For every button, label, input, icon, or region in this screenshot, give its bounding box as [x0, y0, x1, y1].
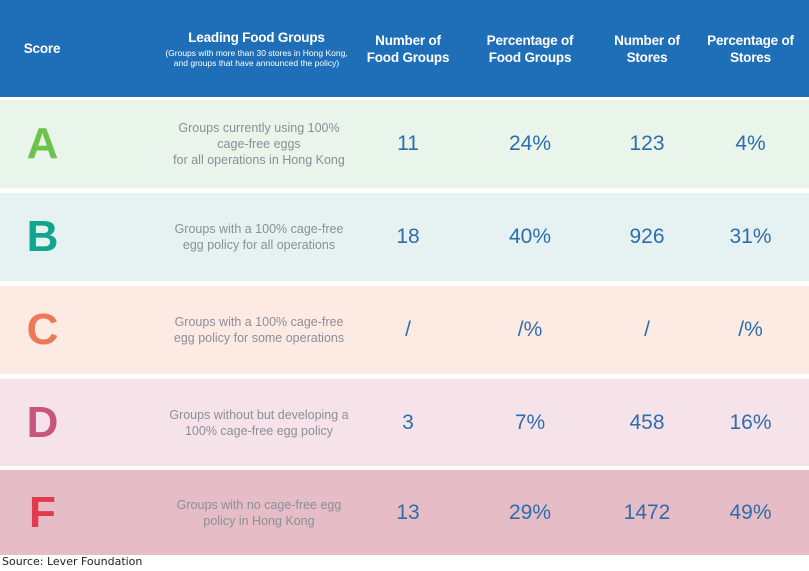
group-description: Groups with no cage-free egg policy in Ho…: [104, 470, 414, 555]
description-line: policy in Hong Kong: [203, 513, 315, 528]
num-stores-value: 123: [629, 132, 665, 155]
description-line: for all operations in Hong Kong: [173, 153, 345, 167]
group-description: Groups with a 100% cage-free egg policy f…: [104, 193, 414, 281]
num-stores-value: 926: [629, 225, 665, 248]
pct-stores-value: 16%: [729, 410, 772, 434]
table-header: Score Leading Food Groups (Groups with m…: [0, 0, 809, 97]
table-row: C Groups with a 100% cage-free egg policy …: [0, 286, 809, 374]
source-note: Source: Lever Foundation: [2, 555, 143, 568]
pct-stores-value: 4%: [735, 132, 766, 155]
table-row: F Groups with no cage-free egg policy in H…: [0, 470, 809, 555]
header-percentage-of-food-groups: Percentage of Food Groups: [486, 32, 574, 65]
pct-groups-value: /%: [517, 318, 543, 341]
description-line: Groups currently using 100%: [178, 121, 340, 135]
header-number-of-stores: Number of Stores: [614, 32, 680, 65]
pct-groups-value: 7%: [514, 410, 546, 434]
description-line: egg policy for all operations: [182, 238, 336, 252]
header-score: Score: [23, 41, 61, 56]
pct-stores-value: 49%: [729, 500, 772, 524]
description-line: Groups with a 100% cage-free: [174, 315, 344, 329]
num-groups-value: 13: [396, 500, 420, 524]
table-row: B Groups with a 100% cage-free egg policy …: [0, 193, 809, 281]
header-number-of-food-groups: Number of Food Groups: [366, 32, 450, 65]
score-letter: D: [26, 397, 59, 447]
description-line: 100% cage-free egg policy: [184, 423, 333, 438]
header-percentage-of-stores: Percentage of Stores: [707, 32, 794, 65]
num-groups-value: 18: [396, 225, 420, 248]
pct-groups-value: 29%: [508, 500, 552, 524]
score-letter: B: [26, 212, 59, 261]
num-stores-value: 1472: [623, 500, 671, 524]
num-groups-value: /: [405, 318, 411, 341]
pct-groups-value: 24%: [508, 132, 552, 155]
group-description: Groups with a 100% cage-free egg policy f…: [104, 286, 414, 374]
group-description: Groups without but developing a 100% cage…: [104, 379, 414, 466]
description-line: cage-free eggs: [217, 137, 301, 151]
description-line: Groups without but developing a: [169, 407, 349, 422]
group-description: Groups currently using 100% cage-free egg…: [104, 100, 414, 188]
table-row: A Groups currently using 100% cage-free eg…: [0, 100, 809, 188]
description-line: egg policy for some operations: [173, 331, 345, 345]
pct-groups-value: 40%: [508, 225, 552, 248]
num-groups-value: 3: [402, 410, 414, 434]
description-line: Groups with no cage-free egg: [176, 497, 342, 512]
score-letter: C: [26, 305, 59, 354]
score-letter: F: [29, 487, 56, 537]
num-stores-value: /: [644, 318, 650, 341]
table-row: D Groups without but developing a 100% cag…: [0, 379, 809, 466]
pct-stores-value: /%: [738, 318, 763, 341]
header-leading-food-groups: Leading Food Groups (Groups with more th…: [165, 30, 348, 68]
num-groups-value: 11: [397, 132, 419, 155]
num-stores-value: 458: [629, 410, 665, 434]
pct-stores-value: 31%: [729, 225, 772, 248]
description-line: Groups with a 100% cage-free: [174, 222, 344, 236]
score-letter: A: [26, 119, 59, 168]
